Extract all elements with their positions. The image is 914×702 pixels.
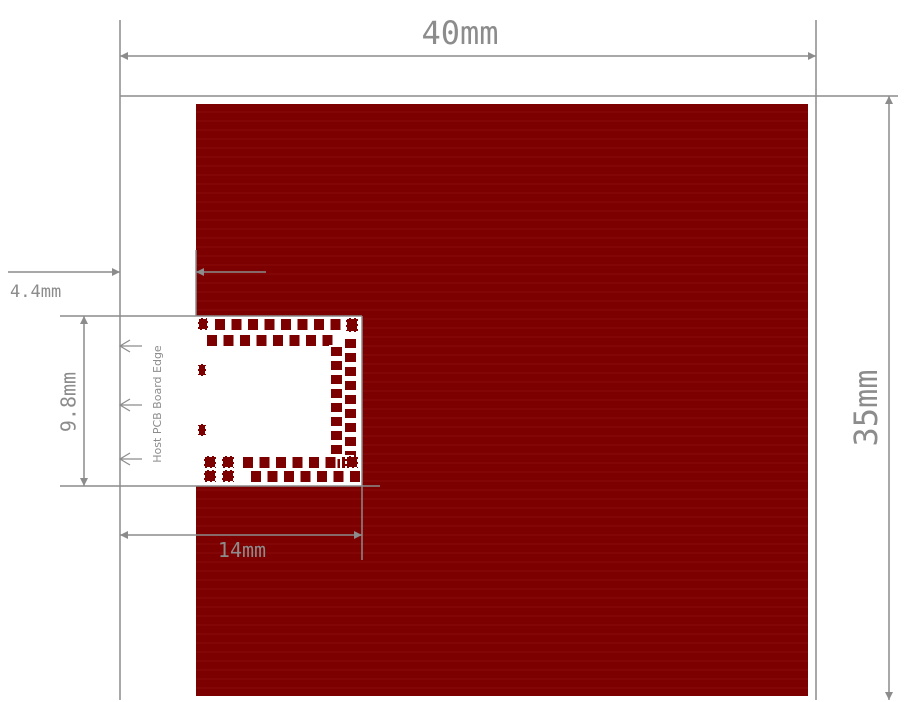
pad-inner-bottom-row [298, 469, 313, 484]
pad-side-dashed [197, 423, 207, 437]
pad-corner-dashed [345, 317, 359, 333]
height-dimension: 35mm [847, 96, 893, 700]
pad-right-column [343, 393, 358, 406]
pad-corner-dashed [197, 317, 209, 331]
pad-right-column [343, 337, 358, 350]
board-outline [119, 20, 898, 700]
pad-corner-dashed [221, 469, 235, 483]
width-dimension-label: 40mm [421, 14, 498, 52]
pad-right-column [343, 407, 358, 420]
pad-bottom-row [257, 455, 272, 470]
height-dimension-label: 35mm [847, 369, 885, 446]
copper-hatch-lines [196, 111, 808, 689]
pad-right-column [343, 351, 358, 364]
pad-top-row [279, 317, 293, 332]
pad-inner-bottom-row [348, 469, 362, 484]
offset-dimension-label: 4.4mm [10, 282, 61, 302]
pad-bottom-row [307, 455, 321, 470]
host-edge-arrows [118, 339, 142, 466]
pad-inner-top-row [238, 333, 252, 348]
pad-inner-bottom-row [282, 469, 296, 484]
host-edge-arrow-3 [118, 452, 142, 466]
pad-inner-top-row [271, 333, 285, 348]
keepout-width-dimension: 14mm [120, 531, 362, 562]
pad-right-column [343, 421, 358, 434]
pad-top-row [312, 317, 326, 332]
keepout-width-label: 14mm [218, 538, 266, 562]
pad-corner-dashed [203, 469, 217, 483]
pad-top-row [328, 317, 343, 332]
pad-inner-top-row [254, 333, 269, 348]
host-edge-arrow-2 [118, 398, 142, 412]
offset-dimension [8, 250, 266, 316]
pad-inner-right-column [329, 401, 344, 414]
pad-bottom-row [241, 455, 255, 470]
pad-inner-top-row [221, 333, 236, 348]
pad-inner-top-row [304, 333, 318, 348]
module-pads [197, 317, 362, 484]
pad-bottom-row [290, 455, 305, 470]
pad-inner-right-column [329, 359, 344, 372]
pad-right-column [343, 365, 358, 378]
pad-inner-bottom-row [315, 469, 329, 484]
pad-inner-top-row [205, 333, 219, 348]
pad-corner-dashed [345, 455, 359, 469]
pad-top-row [229, 317, 244, 332]
pad-inner-right-column [329, 387, 344, 400]
host-edge-label: Host PCB Board Edge [151, 345, 164, 463]
keepout-height-dimension [60, 315, 380, 560]
pad-inner-bottom-row [331, 469, 346, 484]
pad-right-column [343, 435, 358, 448]
pad-corner-dashed [203, 455, 217, 469]
pad-inner-top-row [287, 333, 302, 348]
pad-inner-right-column [329, 345, 344, 358]
pad-top-row [295, 317, 310, 332]
pad-inner-right-column [329, 443, 344, 456]
pad-right-column [343, 379, 358, 392]
keepout-height-label: 9.8mm [57, 372, 81, 432]
pad-bottom-row [323, 455, 338, 470]
pad-inner-right-column [329, 373, 344, 386]
pad-inner-right-column [329, 415, 344, 428]
host-edge-arrow-1 [118, 339, 142, 353]
pad-inner-top-row [320, 333, 335, 348]
pad-inner-bottom-row [265, 469, 280, 484]
width-dimension: 40mm [120, 14, 816, 60]
pad-side-dashed [197, 363, 207, 377]
pad-top-row [246, 317, 260, 332]
pad-bottom-row [274, 455, 288, 470]
pad-corner-dashed [221, 455, 235, 469]
pad-top-row [213, 317, 227, 332]
pad-top-row [262, 317, 277, 332]
pad-inner-bottom-row [249, 469, 263, 484]
pad-inner-right-column [329, 429, 344, 442]
